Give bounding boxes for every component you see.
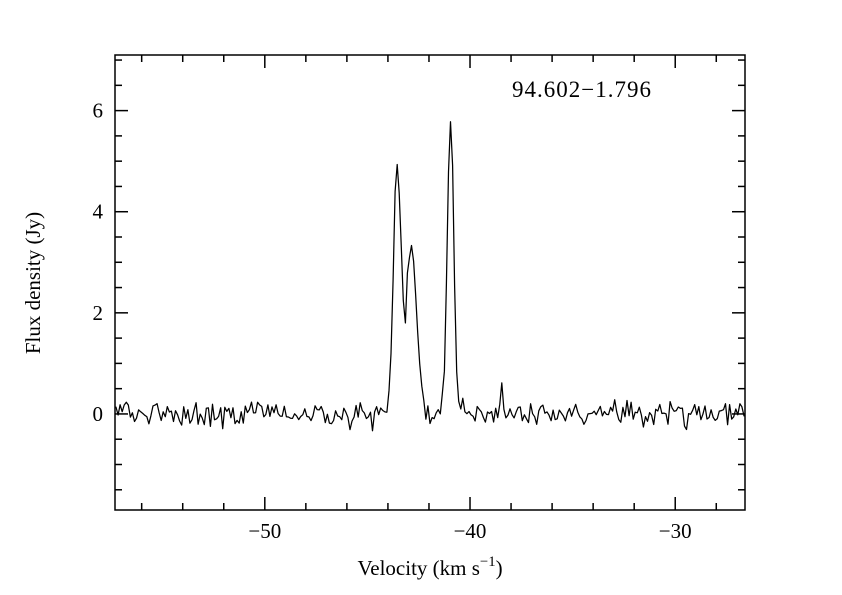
x-tick-label: −50: [248, 519, 281, 543]
plot-frame: [114, 54, 746, 511]
x-axis-title: Velocity (km s−1): [357, 554, 502, 580]
y-tick-labels: 0 2 4 6: [93, 99, 104, 426]
y-axis-title: Flux density (Jy): [21, 212, 45, 354]
x-tick-label: −40: [454, 519, 487, 543]
y-tick-label: 0: [93, 402, 104, 426]
spectrum-line: [115, 121, 745, 432]
y-tick-label: 4: [93, 200, 104, 224]
y-tick-label: 6: [93, 99, 104, 123]
x-tick-label: −30: [659, 519, 692, 543]
source-name-label: 94.602−1.796: [512, 77, 652, 102]
y-tick-label: 2: [93, 301, 104, 325]
x-tick-labels: −50 −40 −30: [248, 519, 691, 543]
axis-ticks: [115, 55, 745, 510]
